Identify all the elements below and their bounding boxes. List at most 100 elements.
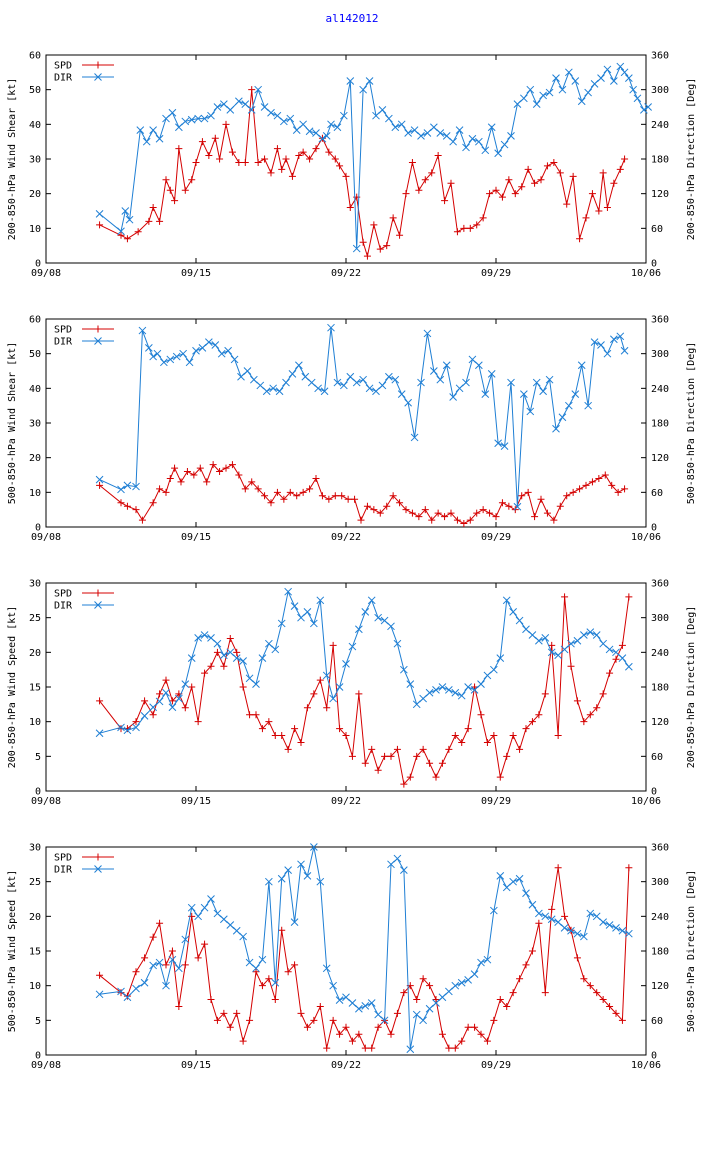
data-point-spd <box>329 1016 337 1024</box>
legend-label: DIR <box>54 601 73 612</box>
data-point-spd <box>216 155 224 163</box>
data-point-spd <box>490 732 498 740</box>
x-tick-label: 10/06 <box>631 1060 661 1071</box>
data-point-dir <box>367 999 376 1007</box>
data-point-dir <box>468 134 477 143</box>
data-point-spd <box>556 502 564 510</box>
data-point-dir <box>269 384 277 393</box>
page-title: al142012 <box>325 12 379 25</box>
x-tick-label: 09/22 <box>331 1060 361 1071</box>
data-point-spd <box>220 662 228 670</box>
series-spd <box>96 593 633 788</box>
data-point-spd <box>569 488 577 496</box>
data-point-spd <box>408 158 416 166</box>
data-point-dir <box>573 929 582 938</box>
data-point-spd <box>516 975 524 983</box>
data-point-spd <box>376 509 384 517</box>
data-point-spd <box>303 1023 311 1031</box>
data-point-spd <box>258 725 266 733</box>
x-tick-label: 09/15 <box>181 268 211 279</box>
data-point-dir <box>577 361 586 370</box>
data-point-spd <box>595 207 603 215</box>
y-tick-label: 10 <box>29 981 41 992</box>
data-point-spd <box>606 1002 614 1010</box>
data-point-spd <box>389 214 397 222</box>
data-point-spd <box>226 1023 234 1031</box>
data-point-spd <box>280 495 288 503</box>
data-point-dir <box>464 976 472 984</box>
data-point-spd <box>123 502 131 510</box>
data-point-dir <box>226 648 235 657</box>
data-point-spd <box>171 464 179 472</box>
data-point-spd <box>541 989 549 997</box>
data-point-dir <box>168 703 177 712</box>
data-point-dir <box>515 616 524 625</box>
data-point-dir <box>95 729 104 738</box>
data-point-spd <box>370 506 378 514</box>
data-point-dir <box>513 502 522 511</box>
data-point-dir <box>314 384 322 393</box>
data-point-dir <box>618 654 627 662</box>
data-point-spd <box>96 221 104 229</box>
legend-marker <box>94 73 102 81</box>
data-point-spd <box>556 169 564 177</box>
y-tick-label: 30 <box>29 155 41 166</box>
data-point-spd <box>123 992 131 1000</box>
data-point-dir <box>644 103 652 111</box>
data-point-dir <box>387 622 395 631</box>
data-point-spd <box>342 1023 350 1031</box>
data-point-spd <box>194 718 202 726</box>
data-point-spd <box>141 954 149 962</box>
data-point-spd <box>166 186 174 194</box>
data-point-spd <box>396 231 404 239</box>
data-point-spd <box>518 492 526 500</box>
x-tick-label: 10/06 <box>631 532 661 543</box>
data-point-dir <box>558 85 567 94</box>
data-point-dir <box>194 912 202 921</box>
data-point-spd <box>220 1009 228 1017</box>
data-point-dir <box>571 390 580 398</box>
data-point-spd <box>451 732 459 740</box>
data-point-dir <box>205 338 213 346</box>
data-point-dir <box>436 375 445 384</box>
data-point-dir <box>352 244 361 253</box>
y2-tick-label: 180 <box>651 947 669 958</box>
data-point-spd <box>531 513 539 521</box>
plot-frame <box>45 582 647 792</box>
data-point-spd <box>329 641 337 649</box>
data-point-spd <box>483 1037 491 1045</box>
data-point-dir <box>404 129 412 137</box>
data-point-spd <box>576 235 584 243</box>
data-point-spd <box>477 1030 485 1038</box>
data-point-spd <box>400 780 408 788</box>
x-tick-label: 09/08 <box>31 1060 61 1071</box>
legend-label: SPD <box>54 853 72 864</box>
data-point-dir <box>462 143 470 152</box>
data-point-dir <box>155 958 164 967</box>
data-point-spd <box>434 509 442 517</box>
data-point-dir <box>355 625 363 634</box>
data-point-dir <box>207 634 215 642</box>
data-point-spd <box>486 509 494 517</box>
data-point-dir <box>571 77 580 85</box>
data-point-spd <box>141 697 149 705</box>
data-point-spd <box>342 732 350 740</box>
data-point-dir <box>380 1016 389 1025</box>
data-point-dir <box>406 680 415 688</box>
data-point-dir <box>502 883 511 892</box>
data-point-spd <box>149 499 157 507</box>
data-point-dir <box>380 616 389 625</box>
data-point-dir <box>560 924 569 932</box>
data-point-spd <box>297 738 305 746</box>
data-point-spd <box>325 495 333 503</box>
data-point-dir <box>346 77 355 85</box>
data-point-spd <box>209 461 217 469</box>
data-point-spd <box>316 676 324 684</box>
data-point-spd <box>471 1023 479 1031</box>
data-point-spd <box>483 738 491 746</box>
data-point-dir <box>162 114 170 123</box>
data-point-dir <box>496 654 505 662</box>
data-point-spd <box>586 711 594 719</box>
x-tick-label: 10/06 <box>631 268 661 279</box>
data-point-dir <box>500 140 509 149</box>
